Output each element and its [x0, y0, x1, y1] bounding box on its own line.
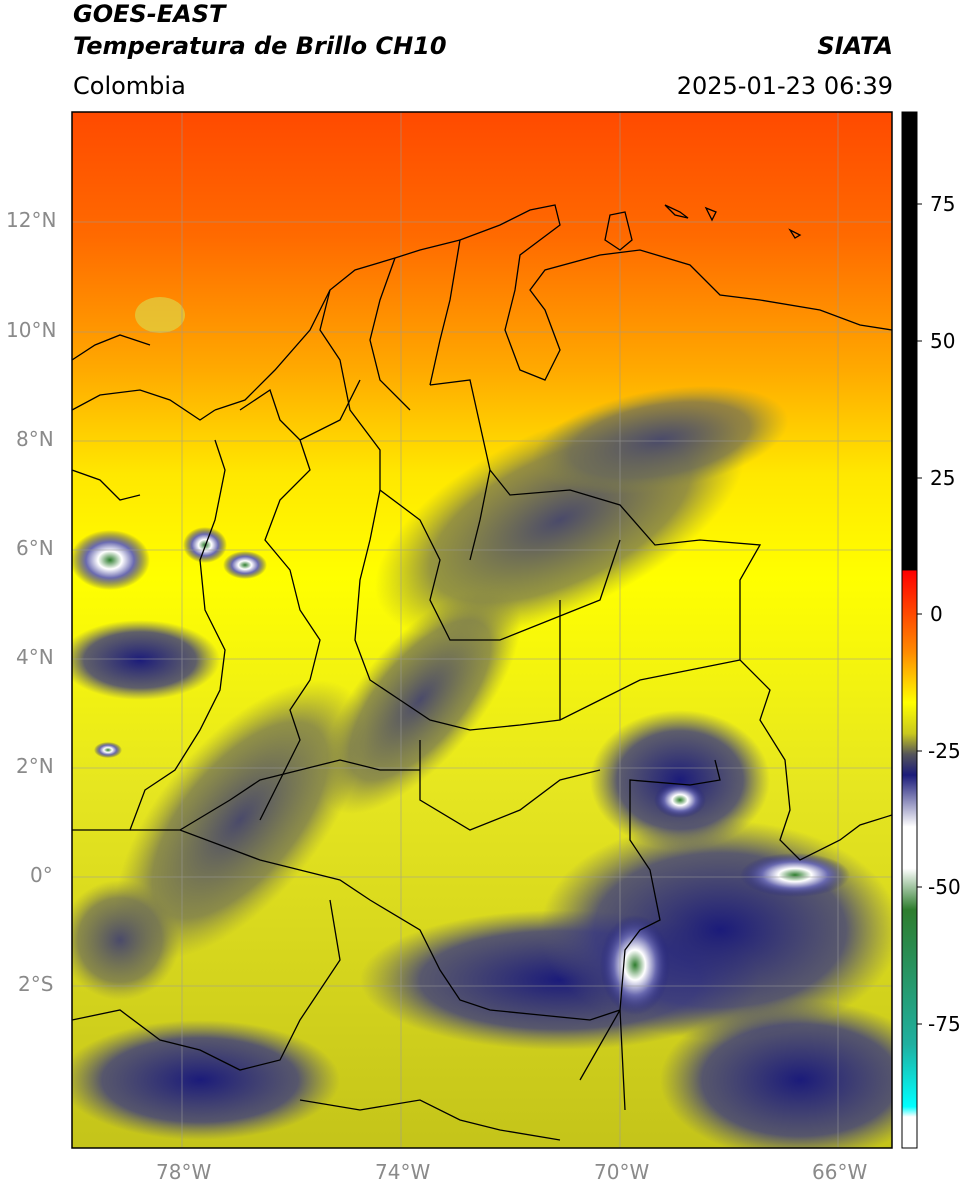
colorbar-label: 25	[930, 466, 956, 490]
region-label: Colombia	[73, 72, 186, 100]
lat-label: 8°N	[16, 427, 54, 451]
colorbar-label: 75	[930, 192, 956, 216]
colorbar-ticks	[917, 203, 922, 1025]
map-gridlines	[72, 112, 892, 1148]
lat-label: 2°N	[16, 754, 54, 778]
datetime-label: 2025-01-23 06:39	[676, 72, 893, 100]
map-frame	[71, 111, 893, 1149]
product-title: Temperatura de Brillo CH10	[73, 32, 447, 60]
colorbar-label: -25	[928, 739, 961, 763]
lat-label: 2°S	[18, 972, 54, 996]
lon-label: 78°W	[156, 1160, 212, 1184]
brightness-field	[72, 112, 892, 1148]
lon-label: 66°W	[812, 1160, 868, 1184]
lon-label: 74°W	[375, 1160, 431, 1184]
lat-label: 0°	[30, 863, 53, 887]
lat-label: 6°N	[16, 536, 54, 560]
lat-label: 12°N	[6, 208, 57, 232]
colorbar-label: -75	[928, 1012, 961, 1036]
colorbar-label: 50	[930, 329, 956, 353]
colorbar-label: 0	[930, 602, 943, 626]
borders	[72, 204, 892, 1141]
lat-label: 10°N	[6, 318, 57, 342]
lon-label: 70°W	[594, 1160, 650, 1184]
source-label: SIATA	[817, 32, 893, 60]
satellite-title: GOES-EAST	[73, 0, 226, 28]
colorbar-label: -50	[928, 875, 961, 899]
lat-label: 4°N	[16, 645, 54, 669]
colorbar	[901, 111, 918, 1149]
